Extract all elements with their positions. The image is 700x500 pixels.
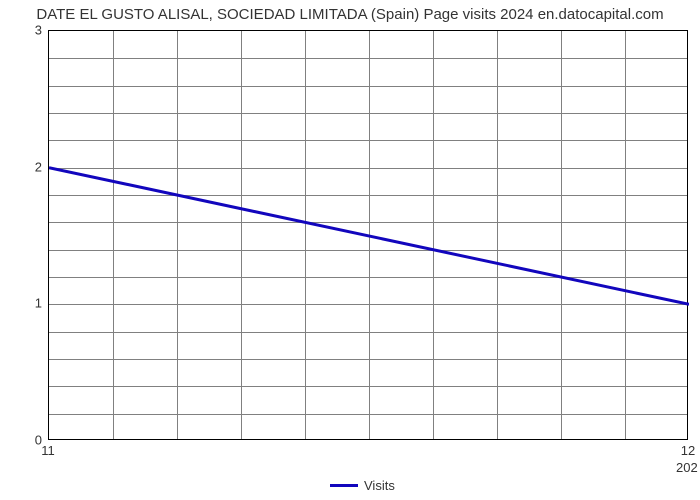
chart-title: DATE EL GUSTO ALISAL, SOCIEDAD LIMITADA … [0,0,700,23]
x-tick-label: 12 [681,443,695,458]
x-tick-label: 11 [41,443,55,458]
legend-label: Visits [364,478,395,493]
y-tick-label: 3 [12,23,42,38]
plot-area [48,30,688,440]
y-tick-label: 0 [12,433,42,448]
y-tick-label: 2 [12,159,42,174]
series-path [49,168,689,305]
x-tick-label-right: 202 [676,460,698,475]
y-tick-label: 1 [12,296,42,311]
legend: Visits [330,478,395,493]
series-line [49,31,689,441]
legend-swatch [330,484,358,487]
